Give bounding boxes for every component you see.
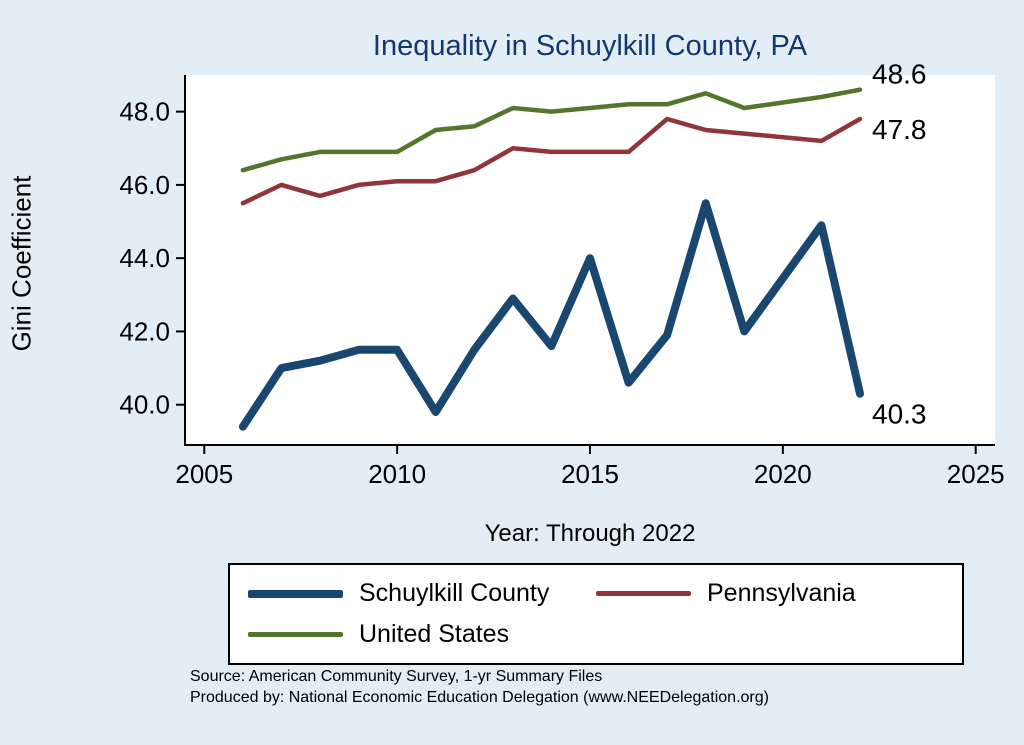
y-tick-label: 40.0	[119, 390, 170, 420]
legend-swatch-pennsylvania	[596, 591, 691, 596]
y-tick-label: 48.0	[119, 97, 170, 127]
y-axis-title: Gini Coefficient	[6, 175, 37, 352]
y-tick-label: 44.0	[119, 243, 170, 273]
x-tick-label: 2010	[368, 459, 426, 489]
legend-swatch-schuylkill-county	[248, 589, 343, 598]
legend-swatch-united-states	[248, 632, 343, 637]
end-label-schuylkill-county: 40.3	[872, 399, 927, 430]
y-tick-label: 42.0	[119, 316, 170, 346]
series-line-schuylkill-county	[238, 199, 864, 431]
source-line-2: Produced by: National Economic Education…	[190, 689, 769, 706]
end-label-united-states: 48.6	[872, 59, 927, 90]
axis-lines	[184, 75, 995, 446]
chart-title: Inequality in Schuylkill County, PA	[372, 30, 808, 62]
end-label-pennsylvania: 47.8	[872, 114, 927, 145]
source-note: Source: American Community Survey, 1-yr …	[190, 666, 769, 708]
legend-item-united-states: United States	[248, 620, 596, 649]
legend-label-pennsylvania: Pennsylvania	[707, 579, 856, 607]
legend: Schuylkill County Pennsylvania United Stat…	[228, 563, 964, 665]
source-line-1: Source: American Community Survey, 1-yr …	[190, 668, 603, 685]
y-tick-label: 46.0	[119, 170, 170, 200]
x-axis-title: Year: Through 2022	[484, 520, 696, 547]
x-tick-label: 2005	[175, 459, 233, 489]
series-line-united-states	[240, 87, 863, 173]
x-tick-label: 2020	[754, 459, 812, 489]
x-tick-label: 2025	[947, 459, 1005, 489]
legend-label-united-states: United States	[359, 620, 510, 648]
series-line-pennsylvania	[240, 116, 863, 206]
legend-item-pennsylvania: Pennsylvania	[596, 579, 944, 608]
x-tick-label: 2015	[561, 459, 619, 489]
legend-label-schuylkill-county: Schuylkill County	[359, 579, 550, 607]
legend-item-schuylkill-county: Schuylkill County	[248, 579, 596, 608]
